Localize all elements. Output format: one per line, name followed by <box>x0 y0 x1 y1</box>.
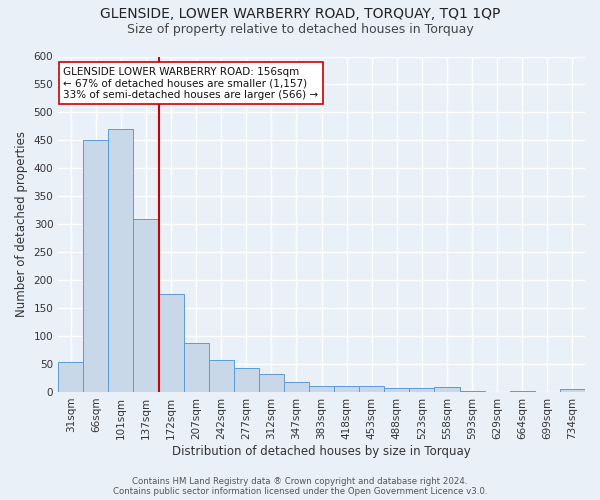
Bar <box>158 294 184 392</box>
X-axis label: Distribution of detached houses by size in Torquay: Distribution of detached houses by size … <box>172 444 471 458</box>
Text: GLENSIDE, LOWER WARBERRY ROAD, TORQUAY, TQ1 1QP: GLENSIDE, LOWER WARBERRY ROAD, TORQUAY, … <box>100 8 500 22</box>
Bar <box>234 368 259 392</box>
Bar <box>409 388 434 392</box>
Text: GLENSIDE LOWER WARBERRY ROAD: 156sqm
← 67% of detached houses are smaller (1,157: GLENSIDE LOWER WARBERRY ROAD: 156sqm ← 6… <box>64 66 319 100</box>
Bar <box>359 386 385 392</box>
Y-axis label: Number of detached properties: Number of detached properties <box>15 131 28 317</box>
Bar <box>83 140 109 392</box>
Bar <box>510 391 535 392</box>
Text: Contains HM Land Registry data ® Crown copyright and database right 2024.
Contai: Contains HM Land Registry data ® Crown c… <box>113 476 487 496</box>
Bar <box>58 362 83 392</box>
Bar <box>309 386 334 392</box>
Bar <box>560 389 585 392</box>
Bar <box>434 388 460 392</box>
Bar <box>109 129 133 392</box>
Bar <box>460 391 485 392</box>
Bar <box>284 382 309 392</box>
Bar <box>334 386 359 392</box>
Bar <box>259 374 284 392</box>
Bar <box>385 388 409 392</box>
Bar <box>133 218 158 392</box>
Bar <box>209 360 234 392</box>
Text: Size of property relative to detached houses in Torquay: Size of property relative to detached ho… <box>127 22 473 36</box>
Bar <box>184 343 209 392</box>
